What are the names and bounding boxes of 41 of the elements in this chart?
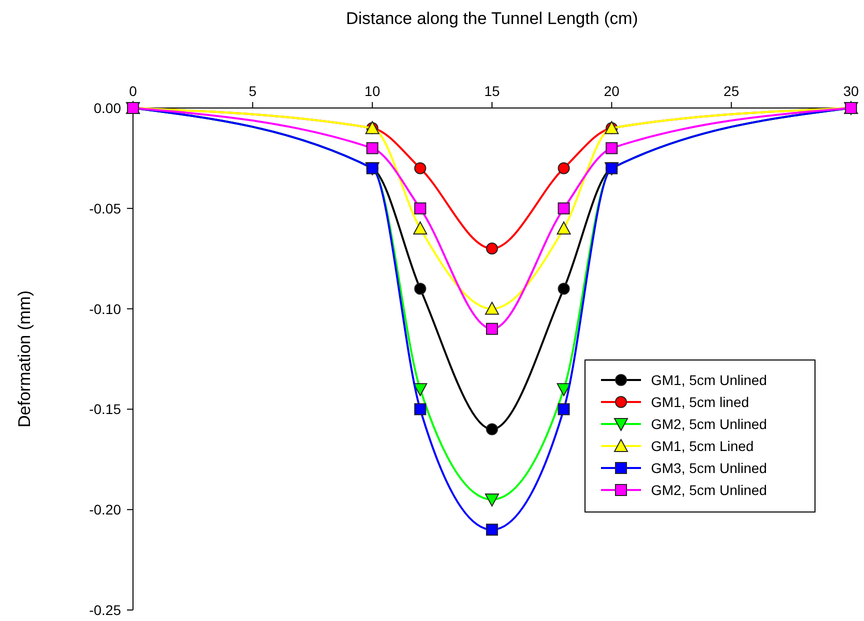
- legend-label: GM2, 5cm Unlined: [651, 482, 767, 498]
- point: [414, 403, 426, 416]
- x-tick-label: 0: [129, 83, 138, 99]
- point: [414, 162, 426, 174]
- y-tick-label: -0.10: [89, 300, 122, 317]
- point: [486, 423, 498, 436]
- legend-label: GM1, 5cm Unlined: [651, 372, 767, 388]
- x-axis-title: Distance along the Tunnel Length (cm): [346, 9, 638, 28]
- point: [366, 142, 378, 154]
- y-tick-label: -0.25: [89, 602, 122, 618]
- legend-label: GM3, 5cm Unlined: [651, 460, 767, 476]
- x-tick-label: 5: [248, 83, 257, 99]
- legend-label: GM1, 5cm Lined: [651, 438, 754, 454]
- point: [556, 383, 571, 396]
- x-tick-label: 20: [604, 83, 620, 99]
- y-axis-title: Deformation (mm): [15, 290, 34, 428]
- x-tick-label: 25: [724, 83, 740, 99]
- point: [558, 162, 570, 174]
- point: [558, 403, 570, 416]
- point: [485, 494, 499, 507]
- y-tick-label: 0.00: [94, 100, 122, 116]
- point: [486, 322, 498, 335]
- point: [558, 202, 570, 214]
- point: [606, 142, 618, 154]
- x-tick-label: 15: [484, 83, 500, 99]
- legend-label: GM2, 5cm Unlined: [651, 416, 767, 432]
- point: [413, 383, 428, 396]
- point: [485, 302, 499, 315]
- point: [486, 524, 498, 536]
- point: [414, 202, 426, 214]
- x-tick-label: 10: [364, 83, 380, 99]
- point: [556, 221, 571, 234]
- point: [558, 282, 570, 295]
- point: [413, 221, 428, 234]
- point: [414, 282, 426, 295]
- x-tick-label: 30: [843, 83, 859, 99]
- legend-label: GM1, 5cm lined: [651, 394, 750, 410]
- y-tick-label: -0.05: [89, 200, 122, 216]
- point: [486, 242, 498, 255]
- y-tick-label: -0.20: [89, 502, 122, 518]
- y-tick-label: -0.15: [89, 401, 122, 418]
